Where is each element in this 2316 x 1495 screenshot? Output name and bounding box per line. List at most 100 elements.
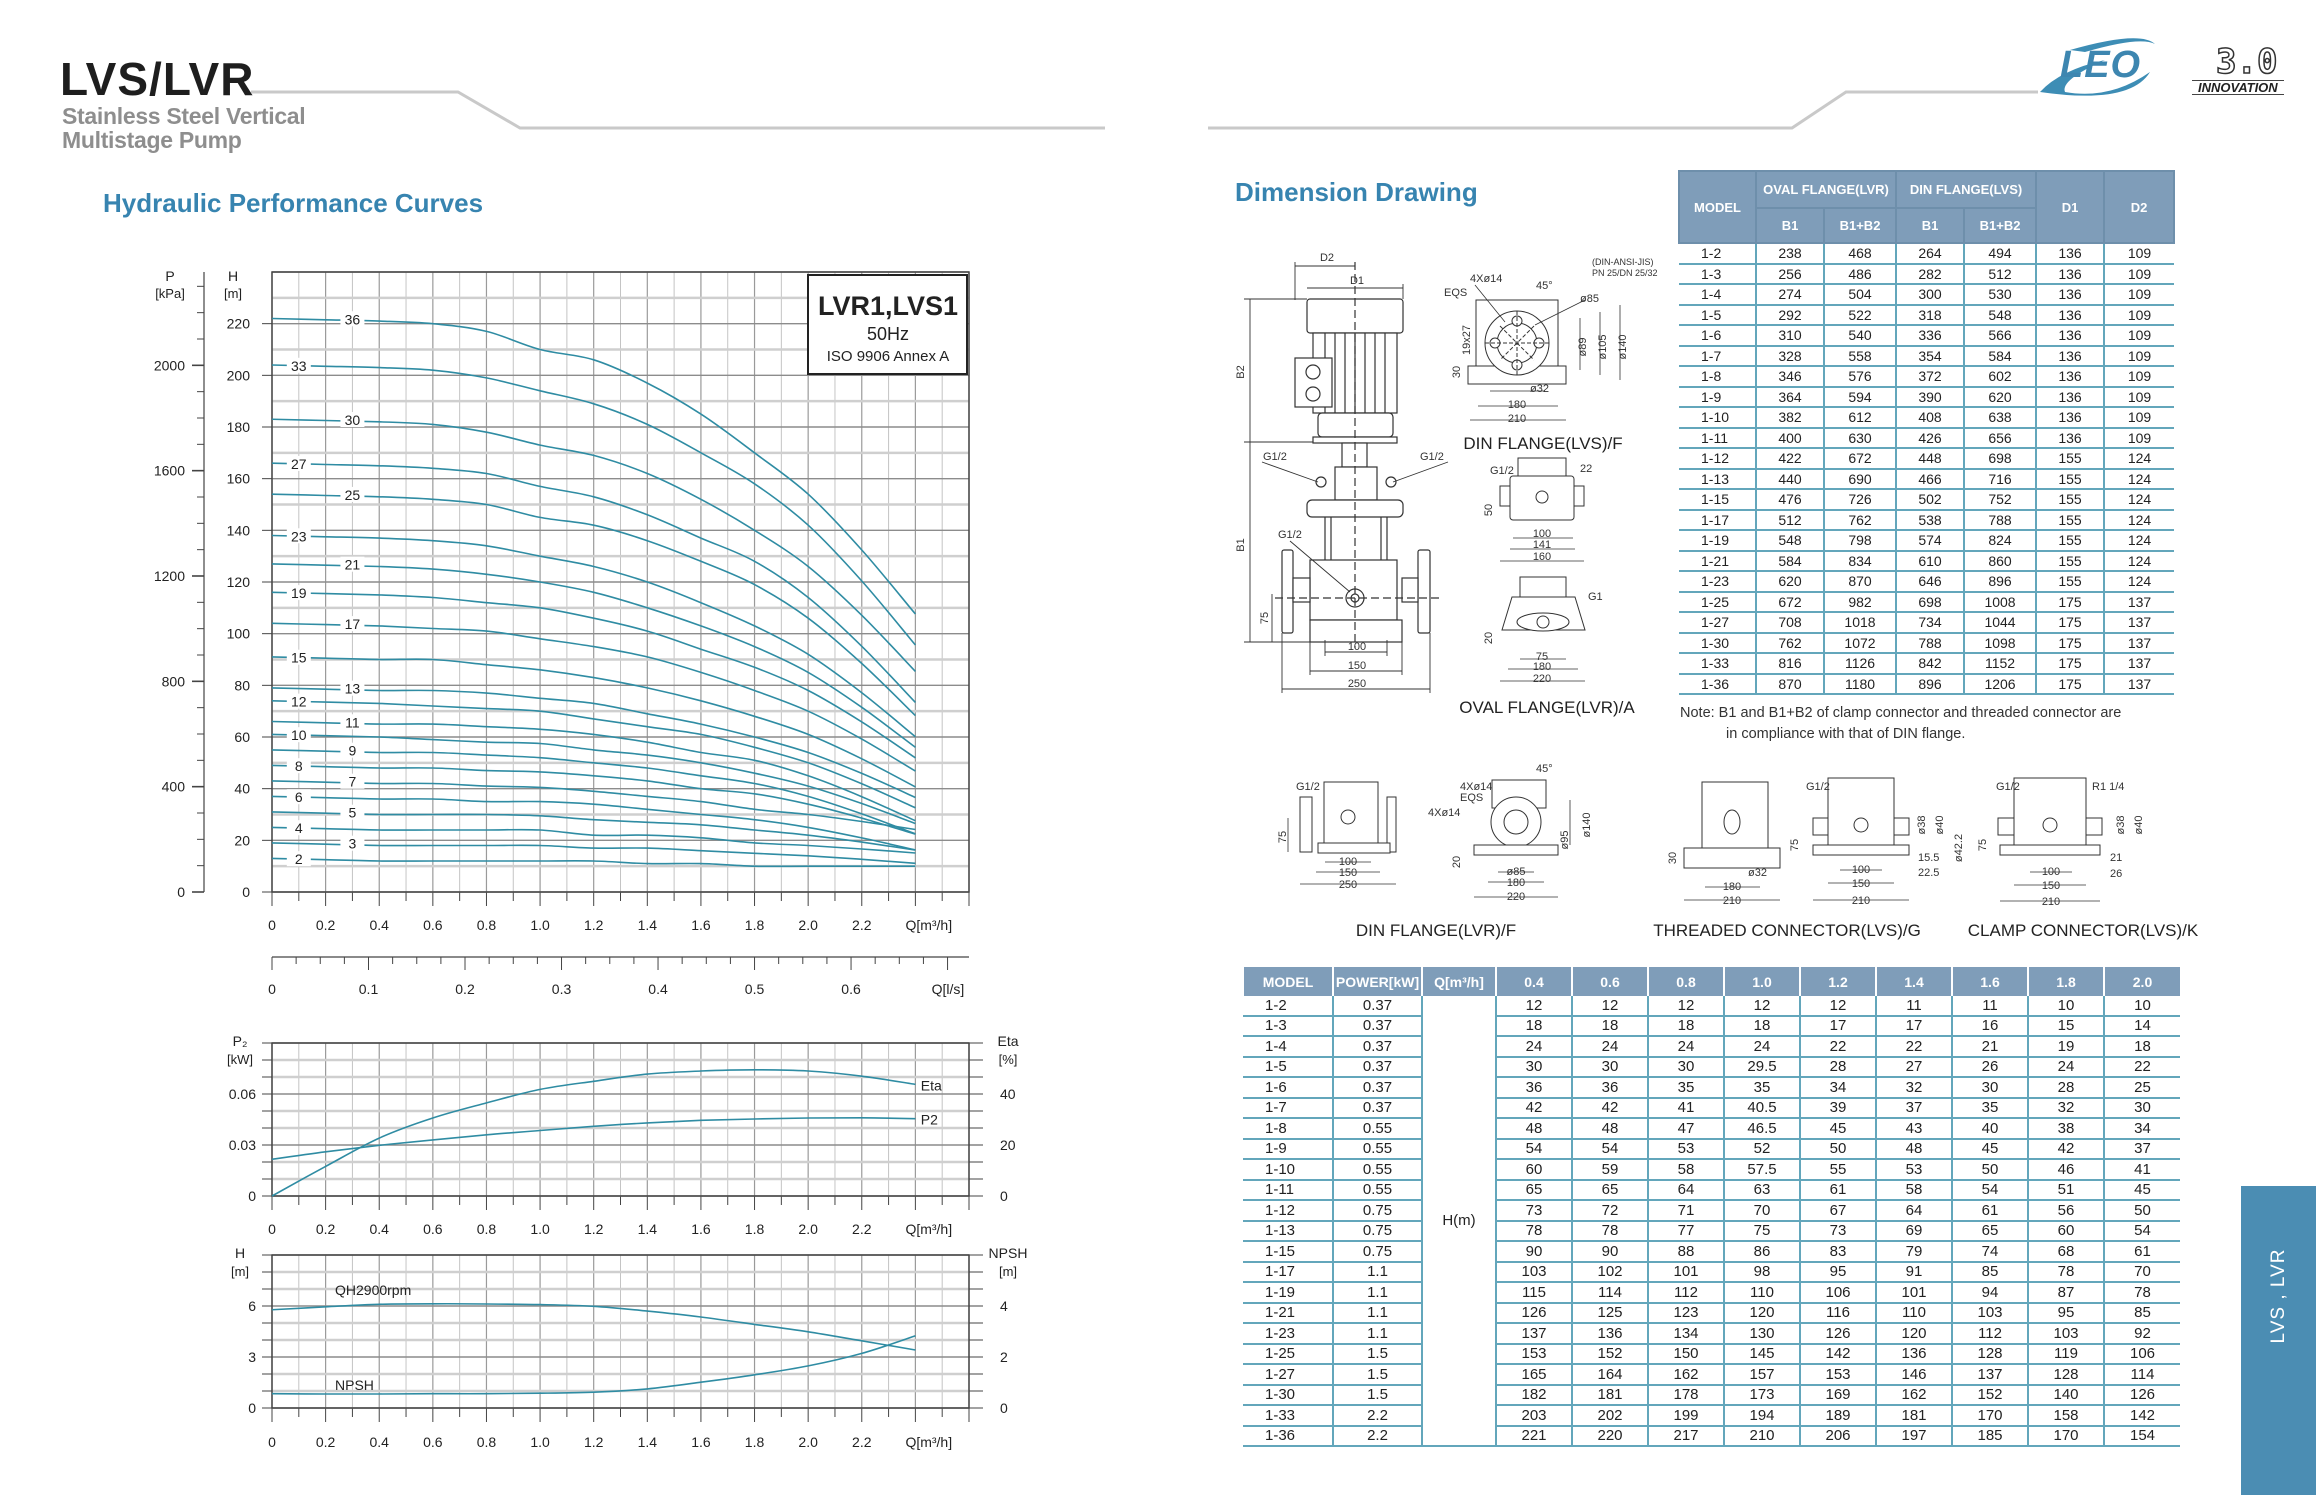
- curve-label-bg: [286, 357, 311, 373]
- model-cell: 1-23: [1679, 571, 1756, 593]
- head-value-cell: 54: [1951, 1179, 2028, 1201]
- power-cell: 1.5: [1332, 1384, 1422, 1406]
- table-cell: 364: [1755, 386, 1824, 408]
- head-value-cell: 162: [1875, 1384, 1952, 1406]
- curve-label-3: 3: [349, 836, 357, 852]
- head-value-cell: 134: [1647, 1323, 1724, 1345]
- din-lvr-port: G1/2: [1296, 781, 1320, 793]
- head-value-cell: 78: [1571, 1220, 1648, 1242]
- dim-b2: B2: [1235, 365, 1247, 378]
- dim-22: 22: [1580, 463, 1592, 475]
- series-curve-qh2900rpm: [271, 1302, 916, 1351]
- head-value-cell: 60: [1495, 1159, 1572, 1181]
- head-value-cell: 79: [1875, 1241, 1952, 1263]
- head-value-cell: 146: [1875, 1364, 1952, 1386]
- flow-ls-tick-label: 0.4: [648, 981, 668, 997]
- table-cell: 574: [1895, 530, 1965, 552]
- table-cell: 124: [2103, 468, 2175, 490]
- head-value-cell: 39: [1799, 1097, 1876, 1119]
- table-cell: 155: [2035, 509, 2105, 531]
- pressure-tick-label: 0: [177, 884, 185, 900]
- head-value-cell: 30: [1571, 1056, 1648, 1078]
- y2-tick-label: 0: [1000, 1400, 1008, 1416]
- dim-100: 100: [1348, 641, 1366, 653]
- head-value-cell: 32: [2027, 1097, 2104, 1119]
- table-cell: 466: [1895, 468, 1965, 490]
- x-tick-label: 1.2: [584, 1221, 604, 1237]
- table-cell: 612: [1822, 407, 1897, 429]
- series-label-p2: P2: [921, 1112, 938, 1128]
- table-row: 1-4 274 504 300 530 136 109: [1679, 284, 2175, 306]
- head-value-cell: 88: [1647, 1241, 1724, 1263]
- y2-axis-label: NPSH: [989, 1245, 1028, 1261]
- table-cell: 620: [1963, 386, 2037, 408]
- table-row: 1-3 0.37 18 18 18 18 17 17 16 15 14: [1243, 1015, 2180, 1037]
- table-cell: 354: [1895, 345, 1965, 367]
- head-value-cell: 142: [2103, 1405, 2180, 1427]
- head-value-cell: 221: [1495, 1425, 1572, 1447]
- series-label-qh: QH2900rpm: [335, 1282, 411, 1298]
- curve-label-bg: [286, 693, 311, 709]
- table-row: 1-10 382 612 408 638 136 109: [1679, 407, 2175, 429]
- model-cell: 1-2: [1679, 243, 1756, 265]
- head-value-cell: 197: [1875, 1425, 1952, 1447]
- table-cell: 788: [1895, 632, 1965, 654]
- col-oval-flange: OVAL FLANGE(LVR): [1754, 170, 1898, 209]
- head-value-cell: 101: [1875, 1282, 1952, 1304]
- x-tick-label: 1.6: [691, 917, 711, 933]
- performance-curve-1-27: [271, 462, 916, 703]
- x-tick-label: 1.8: [745, 1221, 765, 1237]
- x-tick-label: 0.6: [423, 1434, 443, 1450]
- table-cell: 109: [2103, 407, 2175, 429]
- head-value-cell: 53: [1875, 1159, 1952, 1181]
- model-cell: 1-6: [1243, 1077, 1333, 1099]
- curve-label-bg: [286, 820, 311, 836]
- table-cell: 175: [2035, 612, 2105, 634]
- head-value-cell: 22: [1875, 1036, 1952, 1058]
- dim-holes-2: 4Xø14: [1428, 807, 1460, 819]
- table-row: 1-4 0.37 24 24 24 24 22 22 21 19 18: [1243, 1036, 2180, 1058]
- head-value-cell: 142: [1799, 1343, 1876, 1365]
- table-cell: 136: [2035, 325, 2105, 347]
- curve-label-bg: [340, 556, 365, 572]
- model-cell: 1-25: [1679, 591, 1756, 613]
- head-value-cell: 22: [1799, 1036, 1876, 1058]
- head-value-cell: 170: [1951, 1405, 2028, 1427]
- dim-d85: ø85: [1580, 293, 1599, 305]
- oval-flange-lvr-title: OVAL FLANGE(LVR)/A: [1459, 698, 1635, 717]
- table-cell: 672: [1755, 591, 1824, 613]
- dim-210: 210: [1723, 895, 1741, 907]
- table-cell: 136: [2035, 304, 2105, 326]
- table-cell: 834: [1822, 550, 1897, 572]
- table-cell: 175: [2035, 632, 2105, 654]
- head-value-cell: 158: [2027, 1405, 2104, 1427]
- model-cell: 1-3: [1679, 263, 1756, 285]
- model-cell: 1-9: [1243, 1138, 1333, 1160]
- dim-d38: ø38: [1916, 816, 1928, 835]
- table-row: 1-7 0.37 42 42 41 40.5 39 37 35 32 30: [1243, 1097, 2180, 1119]
- x-tick-label: 0.6: [423, 1221, 443, 1237]
- model-cell: 1-10: [1243, 1159, 1333, 1181]
- power-cell: 2.2: [1332, 1425, 1422, 1447]
- y-tick-label: 3: [248, 1349, 256, 1365]
- table-row: 1-21 1.1 126 125 123 120 116 110 103 95 85: [1243, 1302, 2180, 1324]
- head-value-cell: 41: [2103, 1159, 2180, 1181]
- performance-table: MODEL POWER[kW] Q[m³/h] 0.4 0.6 0.8 1.0 1.2 1.4 1…: [1242, 967, 2180, 1447]
- dim-d32: ø32: [1530, 383, 1549, 395]
- series-curve-eta: [271, 1068, 916, 1197]
- y-tick-label: 160: [227, 471, 251, 487]
- head-value-cell: 24: [1723, 1036, 1800, 1058]
- head-value-cell: 10: [2027, 996, 2104, 1017]
- y-tick-label: 0.03: [229, 1137, 256, 1153]
- table-row: 1-11 400 630 426 656 136 109: [1679, 427, 2175, 449]
- power-cell: 0.75: [1332, 1241, 1422, 1263]
- series-curve-npsh: [271, 1335, 916, 1395]
- head-value-cell: 60: [2027, 1220, 2104, 1242]
- head-value-cell: 94: [1951, 1282, 2028, 1304]
- head-value-cell: 12: [1571, 996, 1648, 1017]
- col-model: MODEL: [1678, 170, 1757, 244]
- curve-label-27: 27: [291, 456, 307, 472]
- performance-curve-1-33: [271, 364, 917, 646]
- head-value-cell: 35: [1723, 1077, 1800, 1099]
- table-cell: 672: [1822, 448, 1897, 470]
